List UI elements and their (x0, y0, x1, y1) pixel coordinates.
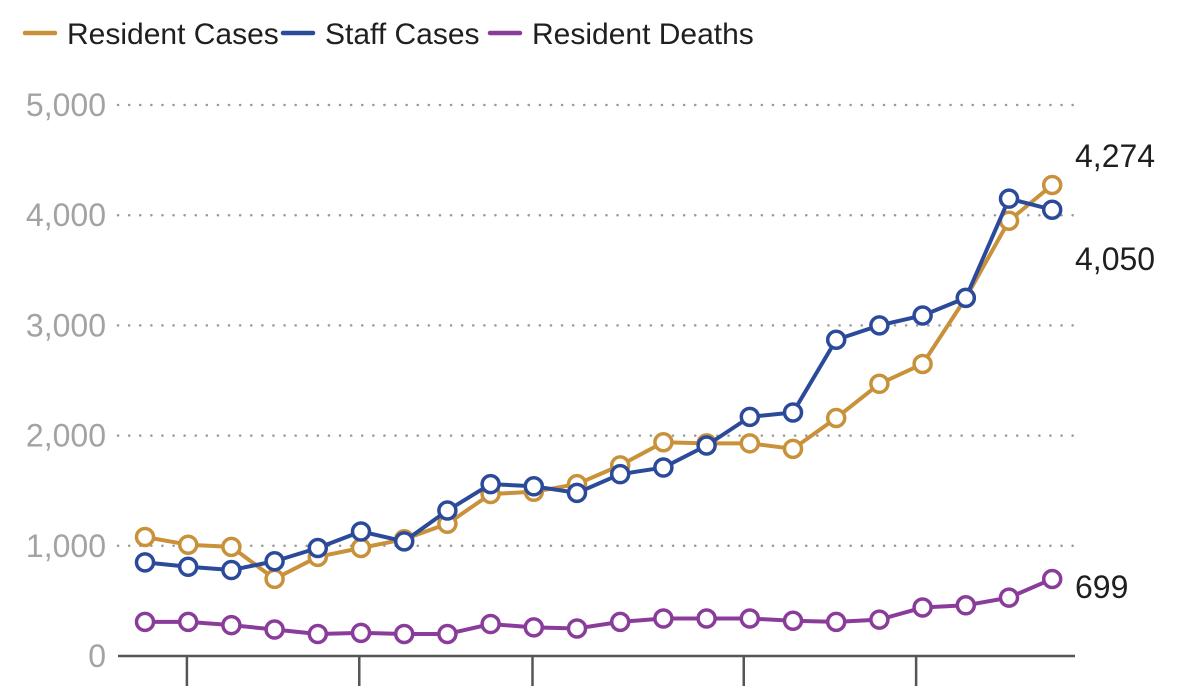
data-point-resident-deaths (437, 623, 458, 645)
data-point-staff-cases (134, 552, 156, 573)
y-axis-ticks: 0 1,000 2,000 3,000 4,000 5,000 (26, 87, 106, 674)
data-point-staff-cases (523, 476, 545, 497)
data-point-resident-cases (264, 568, 285, 590)
data-point-resident-deaths (998, 587, 1020, 608)
data-point-resident-deaths (955, 595, 977, 616)
data-point-staff-cases (177, 556, 199, 577)
series-staff-cases (134, 188, 1063, 581)
data-point-resident-cases (653, 431, 674, 453)
data-point-staff-cases (1041, 199, 1063, 220)
data-point-resident-cases (869, 373, 890, 395)
data-point-staff-cases (825, 329, 847, 350)
data-point-resident-deaths (221, 614, 242, 636)
data-point-resident-deaths (307, 623, 329, 645)
data-point-resident-deaths (869, 609, 890, 630)
gridlines (116, 103, 1077, 548)
end-label-resident-deaths: 699 (1075, 569, 1128, 605)
data-point-resident-deaths (825, 611, 847, 633)
data-point-resident-deaths (696, 608, 717, 629)
data-point-resident-cases (1041, 174, 1063, 196)
data-point-resident-deaths (609, 611, 631, 633)
data-point-staff-cases (609, 463, 631, 485)
data-point-resident-deaths (134, 611, 156, 633)
y-tick-label: 1,000 (26, 528, 106, 564)
data-point-staff-cases (739, 406, 761, 428)
data-point-staff-cases (998, 188, 1020, 209)
series-line-resident-deaths (145, 577, 1053, 636)
data-point-staff-cases (437, 500, 458, 521)
data-point-resident-deaths (264, 619, 285, 640)
series-resident-cases (134, 174, 1063, 590)
x-axis-tick-marks (185, 656, 918, 686)
data-point-staff-cases (221, 559, 242, 581)
y-tick-label: 5,000 (26, 87, 106, 123)
data-point-resident-cases (350, 537, 372, 559)
data-point-resident-deaths (912, 597, 933, 618)
data-point-staff-cases (480, 473, 501, 495)
y-tick-label: 3,000 (26, 307, 106, 343)
data-point-staff-cases (393, 531, 415, 552)
data-point-resident-deaths (782, 610, 804, 631)
data-point-resident-deaths (350, 622, 372, 644)
data-point-staff-cases (955, 287, 977, 309)
end-label-staff-cases: 4,050 (1075, 241, 1155, 277)
data-point-resident-cases (912, 353, 933, 375)
data-point-staff-cases (307, 537, 329, 559)
data-point-resident-deaths (480, 613, 501, 635)
data-point-resident-deaths (393, 623, 415, 645)
data-point-resident-cases (177, 534, 199, 555)
data-point-staff-cases (912, 305, 933, 326)
series-line-resident-cases (144, 183, 1054, 581)
legend-label-resident-deaths: Resident Deaths (532, 18, 754, 51)
data-point-staff-cases (264, 550, 285, 572)
legend-label-staff-cases: Staff Cases (325, 18, 480, 51)
legend: Resident Cases Staff Cases Resident Deaths (22, 18, 754, 51)
y-tick-label: 2,000 (26, 418, 106, 454)
data-point-resident-cases (782, 438, 804, 460)
legend-label-resident-cases: Resident Cases (67, 18, 279, 51)
end-labels: 4,274 4,050 699 (1075, 138, 1155, 605)
data-point-staff-cases (653, 457, 674, 478)
data-point-resident-deaths (653, 608, 674, 629)
series-line-staff-cases (144, 196, 1053, 573)
data-point-resident-cases (134, 526, 156, 548)
series-resident-deaths (134, 568, 1063, 645)
data-point-resident-cases (739, 433, 761, 454)
data-point-staff-cases (350, 521, 372, 542)
data-point-resident-cases (221, 536, 242, 558)
data-point-resident-deaths (1041, 568, 1063, 590)
y-tick-label: 0 (88, 638, 106, 674)
data-point-resident-deaths (566, 618, 588, 639)
data-point-staff-cases (566, 482, 588, 504)
end-label-resident-cases: 4,274 (1075, 138, 1155, 174)
y-tick-label: 4,000 (26, 197, 106, 233)
data-point-staff-cases (782, 402, 804, 423)
series-group (134, 174, 1063, 645)
data-point-resident-cases (825, 407, 847, 429)
data-point-staff-cases (869, 315, 890, 336)
data-point-resident-deaths (739, 608, 761, 629)
data-point-resident-deaths (523, 617, 545, 638)
data-point-staff-cases (696, 435, 717, 456)
data-point-resident-deaths (177, 611, 199, 633)
